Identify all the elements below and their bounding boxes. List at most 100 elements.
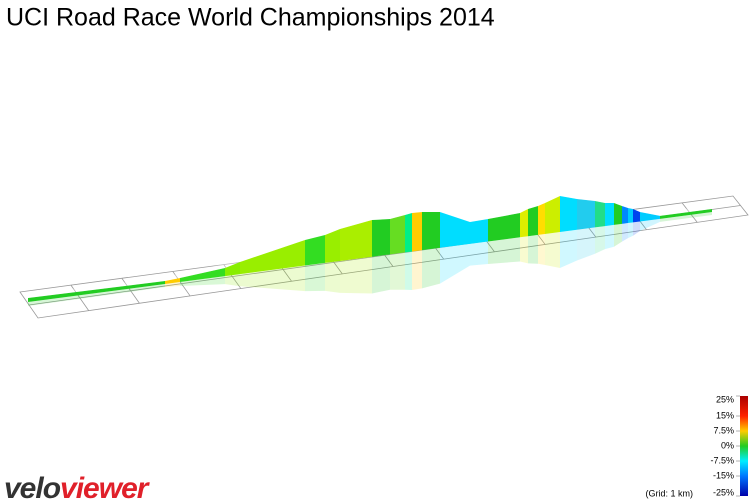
profile-segment [577,199,595,230]
profile-segment [528,206,538,237]
reflection-segment [225,274,240,287]
profile-top [622,205,633,209]
reflection-segment [614,223,622,247]
reflection-segment [422,247,440,289]
reflection-segment [660,212,712,222]
profile-top [384,212,405,219]
title: UCI Road Race World Championships 2014 [6,4,495,32]
reflection-segment [325,260,340,293]
profile-top [514,206,528,213]
reflection-segment [440,243,470,284]
profile-top [589,198,605,203]
profile-top [366,216,390,220]
reflection-segment [180,276,225,286]
grid-note: (Grid: 1 km) [645,488,693,498]
reflection-segment [405,251,412,290]
reflection-segment [520,236,528,264]
profile-segment [340,220,372,261]
profile-top [219,259,240,268]
profile-top [234,237,305,262]
profile-top [434,209,470,222]
profile-top [482,210,520,219]
profile-top [416,209,440,212]
profile-segment [305,235,325,266]
profile-segment [440,212,470,248]
logo-velo: velo [4,472,61,503]
logo-viewer: viewer [60,472,151,503]
profile-top [334,217,372,229]
profile-top [654,206,712,216]
reflection-segment [628,222,633,239]
colorbar-tick-label: -15% [713,470,734,480]
profile-segment [325,229,340,263]
profile-top [406,209,422,213]
reflection-segment [412,250,422,290]
profile-segment [595,201,605,228]
reflection-segment [340,256,372,294]
profile-top [399,210,412,215]
colorbar-tick-label: -25% [713,487,734,497]
profile-segment [372,219,390,257]
reflection-segment [622,223,628,242]
profile-top [599,200,614,203]
profile-segment [470,219,488,244]
colorbar-tick-label: 25% [716,394,734,404]
reflection-segment [633,221,640,236]
profile-segment [225,262,240,277]
reflection-segment [538,233,545,265]
profile-segment [605,203,614,227]
profile-segment [614,203,622,225]
profile-segment [390,215,405,255]
profile-segment [488,213,520,242]
profile-segment [660,209,712,219]
profile-top [627,206,640,212]
reflection-segment [640,218,660,231]
profile-top [159,275,180,281]
reflection-segment [372,254,390,294]
colorbar [740,396,748,496]
profile-segment [545,196,560,234]
profile-top [554,193,577,199]
profile-top [539,193,560,203]
profile-segment [422,212,440,251]
profile-top [299,232,325,240]
profile-segment [165,278,180,284]
profile-top [319,226,340,235]
profile-segment [633,209,640,223]
elevation-profile [22,193,712,302]
profile-top [22,277,165,298]
reflection-segment [605,224,614,250]
profile-segment [405,213,412,253]
profile-segment [520,209,528,238]
profile-top [634,209,660,216]
logo: veloviewer [4,472,151,503]
profile-top [522,203,538,209]
colorbar-tick-label: 0% [721,440,734,450]
profile-reflection [28,212,712,306]
colorbar-tick-label: 7.5% [713,425,734,435]
profile-segment [180,268,225,282]
profile-top [464,216,488,222]
profile-segment [412,212,422,252]
profile-top [608,200,622,206]
profile-top [616,203,628,208]
profile-segment [538,203,545,235]
reflection-segment [528,234,538,264]
profile-segment [622,206,628,224]
colorbar-tick-label: 15% [716,410,734,420]
reflection-segment [390,252,405,290]
profile-segment [560,196,577,232]
profile-top [571,196,595,201]
reflection-segment [165,282,180,287]
profile-top [532,200,545,206]
reflection-segment [560,229,577,268]
reflection-segment [577,227,595,261]
reflection-segment [240,265,305,292]
profile-segment [28,280,165,302]
profile-segment [240,240,305,275]
reflection-segment [28,283,165,306]
reflection-segment [595,226,605,254]
reflection-segment [470,241,488,266]
reflection-segment [488,237,520,264]
